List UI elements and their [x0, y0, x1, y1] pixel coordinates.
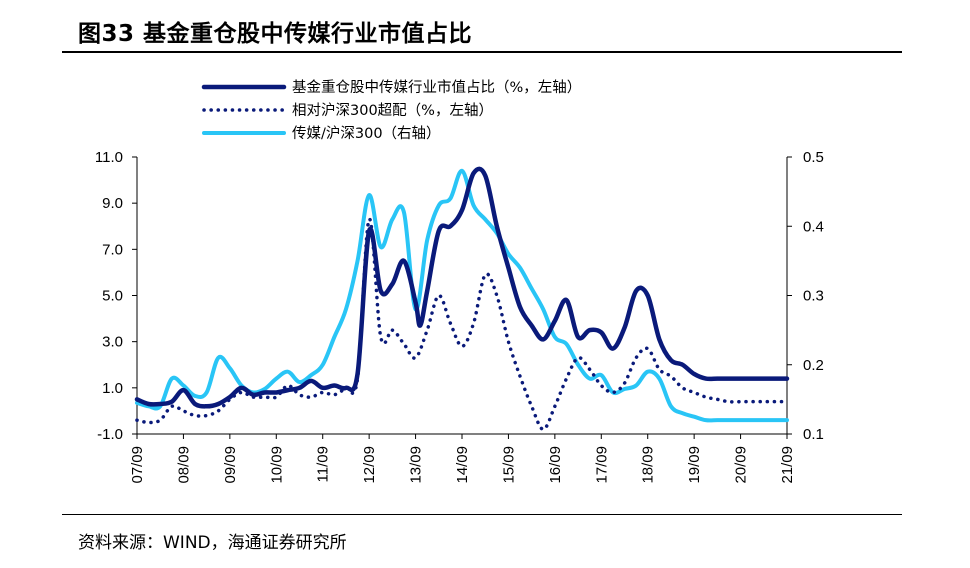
x-tick-label: 12/09	[361, 446, 378, 484]
right-tick-label: 0.4	[803, 218, 824, 235]
x-tick-label: 13/09	[408, 446, 425, 484]
x-tick-label: 14/09	[454, 446, 471, 484]
right-tick-label: 0.1	[803, 426, 824, 443]
left-tick-label: 5.0	[102, 288, 123, 305]
x-tick-label: 20/09	[733, 446, 750, 484]
axes: 11.0 9.0 7.0 5.0 3.0 1.0 -1.0 0.5 0.4 0.3 0.2 0.1 07…	[95, 149, 824, 484]
right-tick-label: 0.2	[803, 357, 824, 374]
x-tick-label: 11/09	[315, 446, 332, 482]
x-tick-label: 19/09	[686, 446, 703, 484]
right-tick-label: 0.3	[803, 288, 824, 305]
left-tick-label: 1.0	[102, 380, 123, 397]
x-tick-label: 21/09	[779, 446, 796, 484]
x-tick-label: 10/09	[268, 446, 285, 484]
x-tick-label: 09/09	[222, 446, 239, 484]
figure-title: 图33 基金重仓股中传媒行业市值占比	[78, 21, 473, 47]
series-line-1	[135, 217, 789, 432]
left-tick-label: -1.0	[97, 426, 123, 443]
legend-label-0: 基金重仓股中传媒行业市值占比（%，左轴）	[292, 79, 581, 96]
legend-label-2: 传媒/沪深300（右轴）	[292, 125, 441, 142]
legend: 基金重仓股中传媒行业市值占比（%，左轴） 相对沪深300超配（%，左轴） 传媒/沪深…	[201, 79, 581, 142]
x-tick-label: 15/09	[500, 446, 517, 484]
x-tick-label: 17/09	[593, 446, 610, 484]
x-tick-label: 07/09	[129, 446, 146, 484]
left-tick-label: 9.0	[102, 195, 123, 212]
right-tick-label: 0.5	[803, 149, 824, 166]
series-line-0	[134, 166, 790, 409]
legend-label-1: 相对沪深300超配（%，左轴）	[292, 102, 493, 119]
left-tick-label: 3.0	[102, 334, 123, 351]
bottom-rule	[62, 514, 902, 515]
top-rule	[62, 51, 902, 53]
x-tick-label: 16/09	[547, 446, 564, 484]
x-tick-label: 18/09	[640, 446, 657, 484]
series-group	[134, 166, 790, 432]
x-tick-label: 08/09	[175, 446, 192, 484]
source-note: 资料来源：WIND，海通证券研究所	[78, 533, 347, 553]
left-tick-label: 7.0	[102, 241, 123, 258]
left-tick-label: 11.0	[95, 149, 123, 166]
